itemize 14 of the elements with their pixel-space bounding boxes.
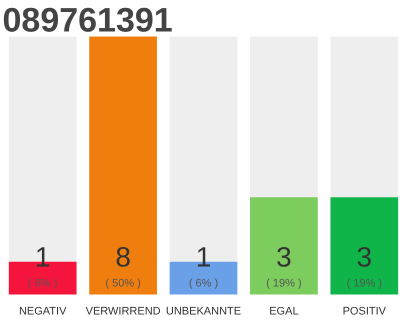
chart-title: 089761391 <box>2 2 173 40</box>
annotation: ( 19% ) <box>346 278 382 290</box>
x-tick-label: UNBEKANNTE <box>166 306 242 318</box>
x-tick-label: EGAL <box>269 306 299 318</box>
data-label: 3 <box>276 242 292 272</box>
x-tick-label: POSITIV <box>342 306 387 318</box>
annotation: ( 19% ) <box>266 278 302 290</box>
annotation: ( 50% ) <box>105 278 141 290</box>
annotation: ( 6% ) <box>28 278 58 290</box>
data-label: 3 <box>356 242 372 272</box>
x-tick-label: NEGATIV <box>18 306 68 318</box>
x-tick-label: VERWIRREND <box>86 306 161 318</box>
data-label: 8 <box>115 242 131 272</box>
annotation: ( 6% ) <box>188 278 218 290</box>
